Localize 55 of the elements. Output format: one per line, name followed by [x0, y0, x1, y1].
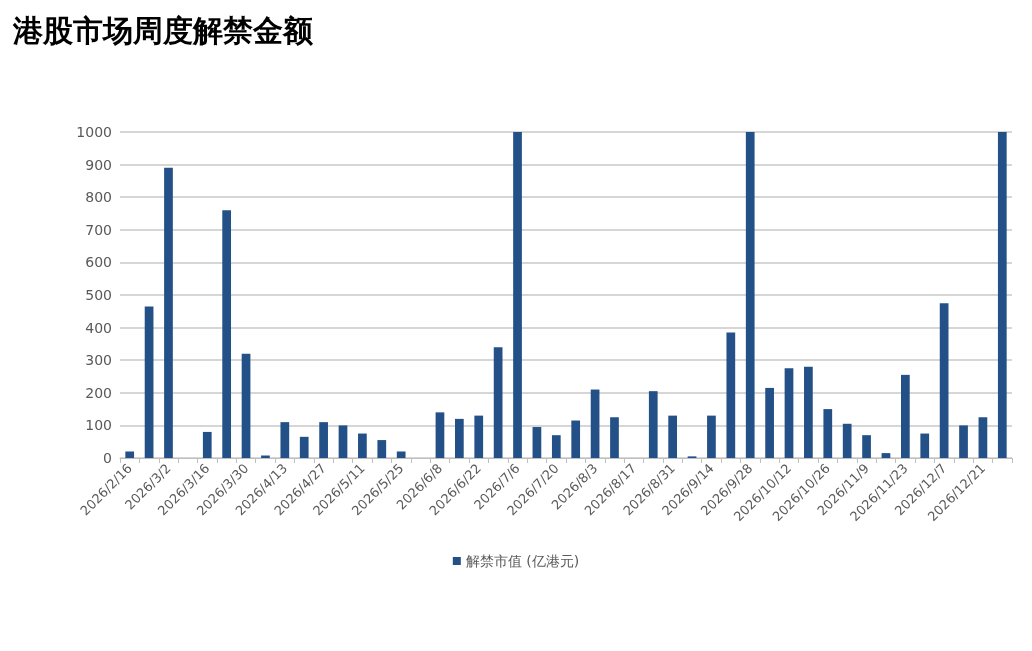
y-tick-label: 700 — [85, 221, 112, 238]
bar — [648, 391, 658, 458]
y-tick-label: 400 — [85, 319, 112, 336]
y-tick-label: 1000 — [76, 124, 112, 140]
y-tick-label: 100 — [85, 417, 112, 434]
bar — [319, 422, 328, 458]
bar — [222, 210, 232, 458]
chart-title: 港股市场周度解禁金额 — [12, 12, 313, 48]
bar — [920, 433, 930, 458]
bar — [474, 415, 484, 458]
bar — [823, 409, 833, 458]
bar — [164, 167, 173, 458]
bar — [590, 389, 600, 458]
bar — [358, 433, 367, 458]
bar — [125, 451, 135, 458]
bar — [435, 412, 445, 458]
bar — [765, 387, 774, 458]
bar — [784, 368, 794, 458]
bar — [493, 347, 503, 458]
bar — [978, 417, 988, 458]
bar — [377, 440, 387, 458]
bar — [726, 332, 736, 458]
y-tick-label: 800 — [85, 189, 112, 206]
bar — [454, 418, 464, 458]
legend-label: 解禁市值 (亿港元) — [465, 553, 580, 569]
y-tick-label: 600 — [85, 254, 112, 271]
bar — [707, 415, 716, 458]
bar — [513, 132, 522, 458]
bar — [668, 415, 678, 458]
bar — [338, 425, 348, 458]
bar — [144, 306, 154, 458]
bar — [299, 436, 309, 458]
y-tick-label: 300 — [85, 352, 112, 369]
bar — [280, 422, 290, 458]
bar — [959, 425, 968, 458]
bar — [881, 453, 891, 458]
bar — [842, 423, 852, 458]
bar — [241, 353, 251, 458]
bar — [396, 451, 406, 458]
bar — [532, 427, 542, 458]
bar — [900, 374, 910, 458]
bar — [571, 420, 581, 458]
bar — [202, 431, 212, 458]
bar — [997, 132, 1007, 458]
y-tick-label: 500 — [85, 287, 112, 303]
y-tick-label: 200 — [85, 384, 112, 401]
bar — [610, 417, 619, 458]
bar — [551, 435, 561, 458]
y-tick-label: 0 — [103, 450, 112, 466]
bar — [862, 435, 871, 458]
bar — [804, 366, 813, 458]
y-tick-label: 900 — [85, 156, 112, 173]
bar — [261, 455, 270, 458]
bar — [939, 303, 949, 458]
bar — [745, 132, 755, 458]
